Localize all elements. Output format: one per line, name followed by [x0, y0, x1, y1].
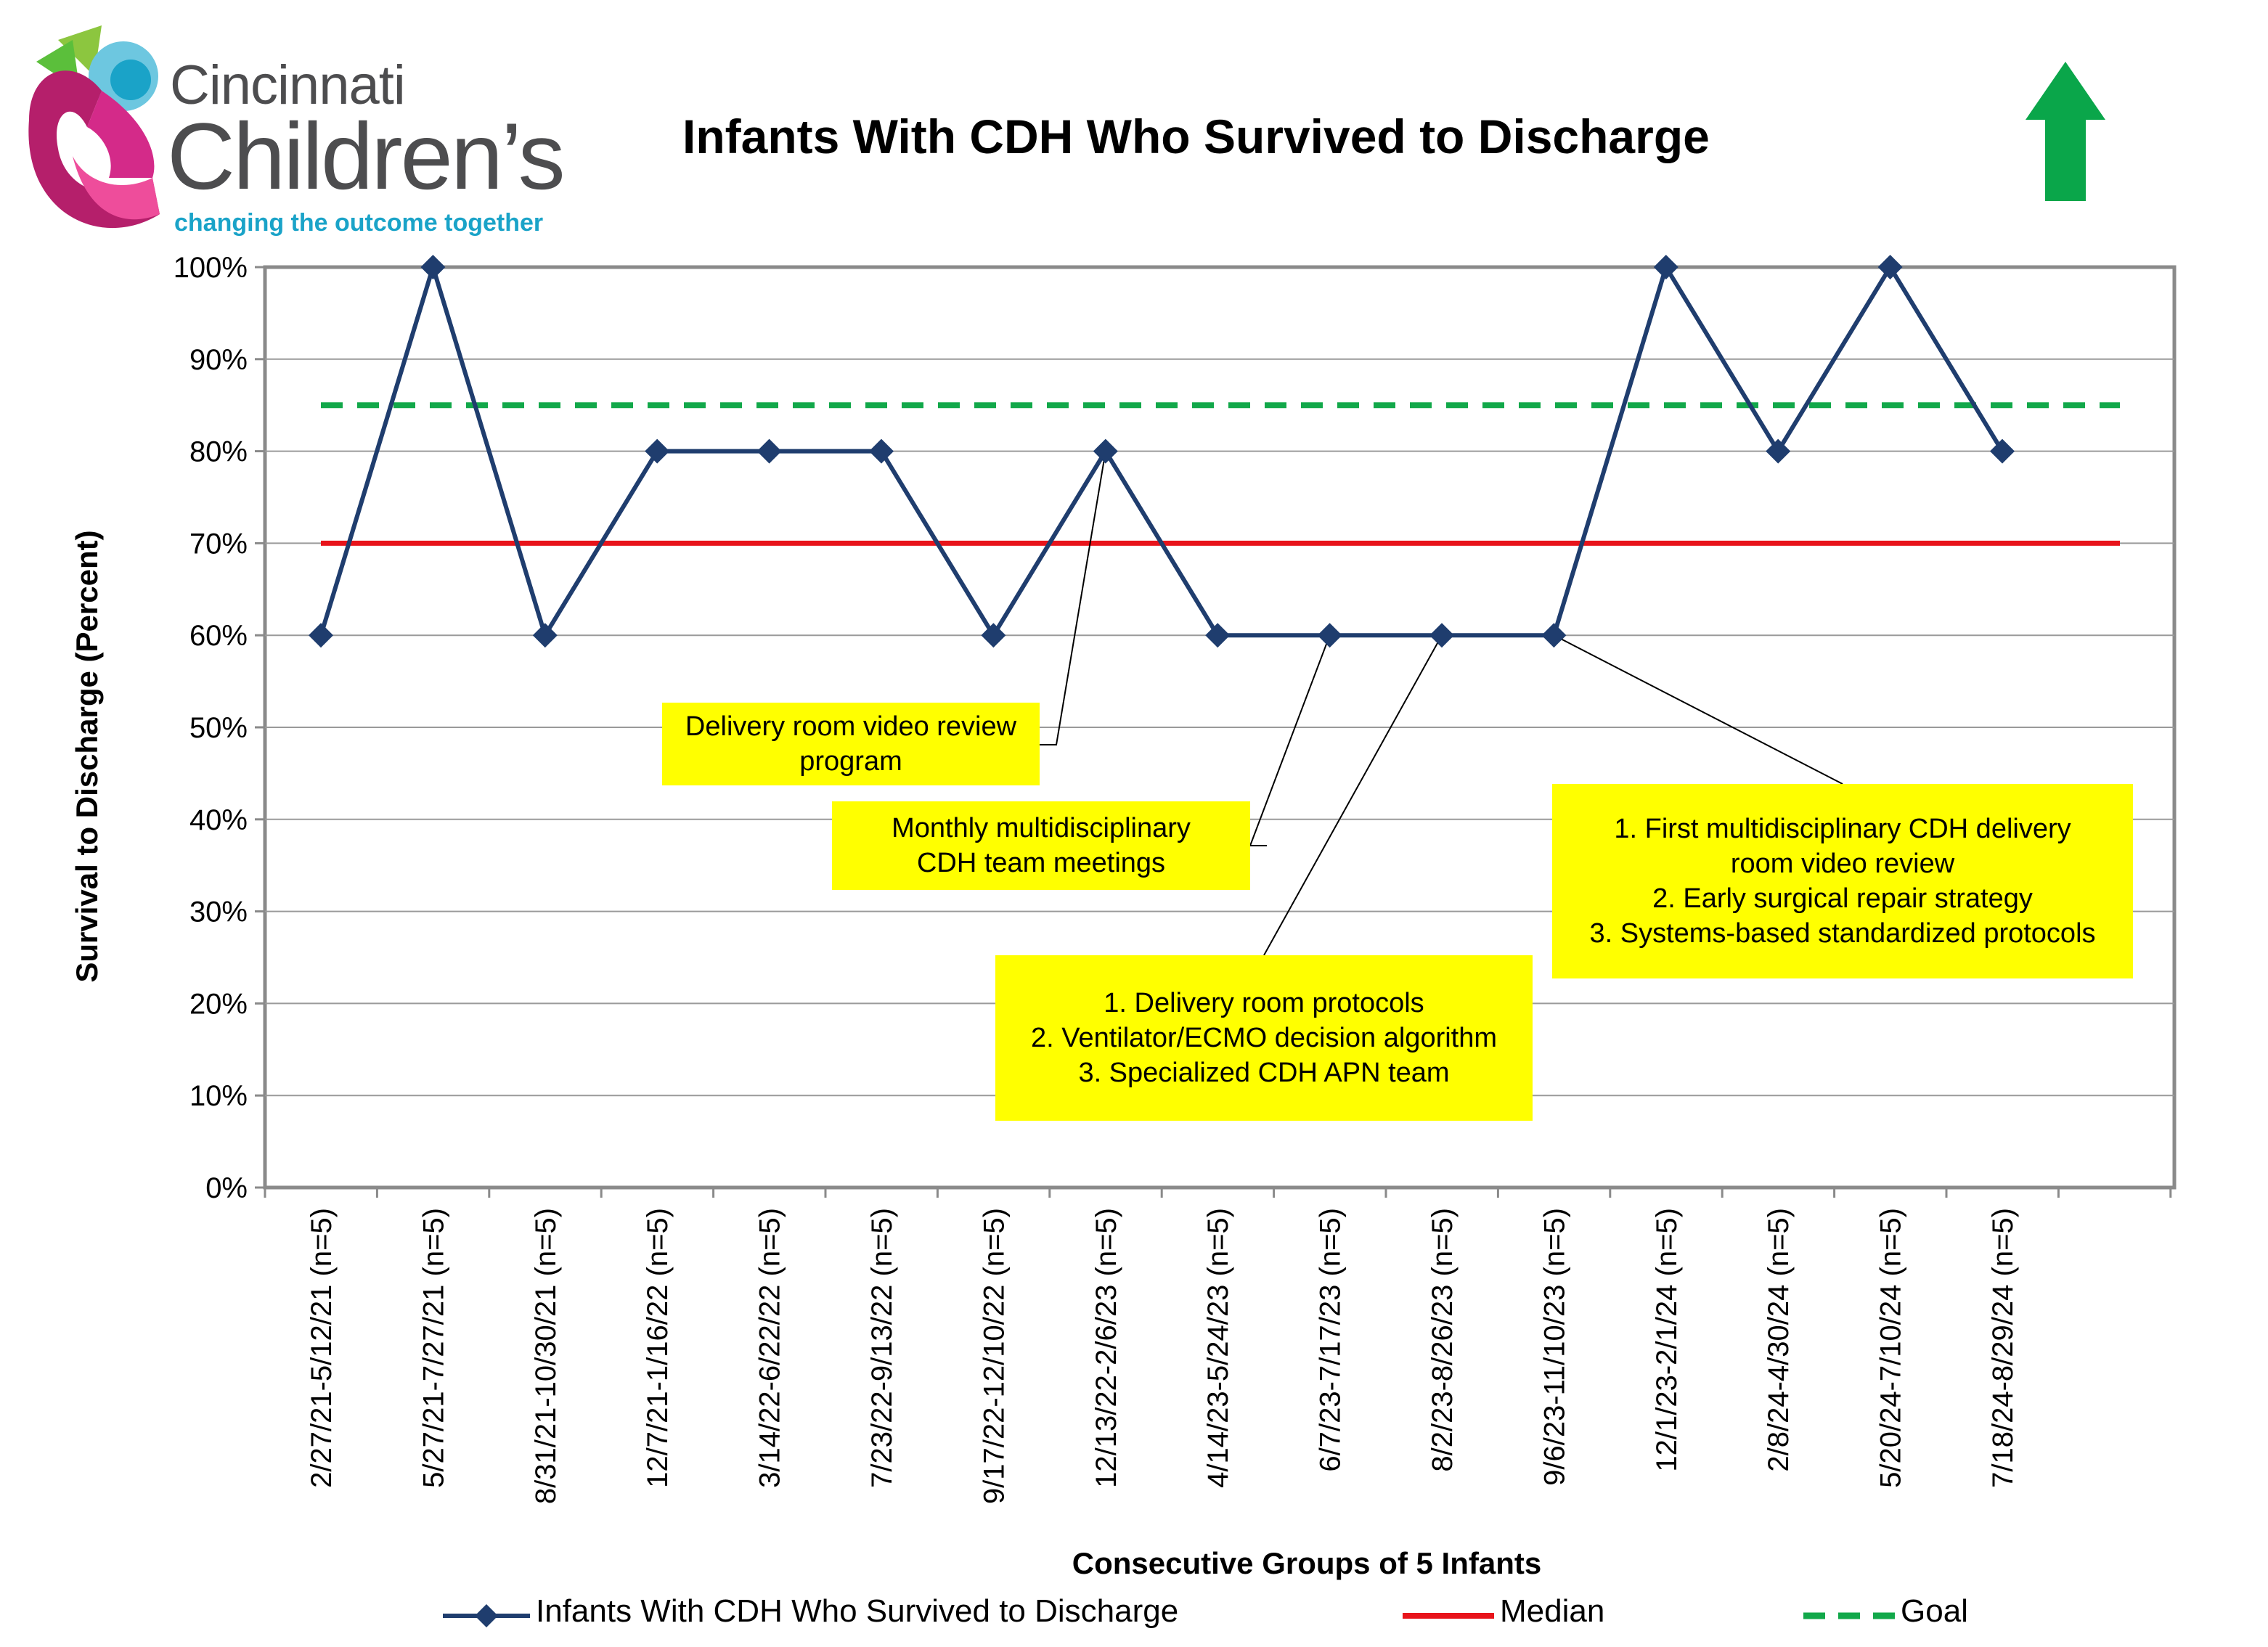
data-point-marker	[1653, 255, 1678, 279]
x-tick-label: 2/27/21-5/12/21 (n=5)	[306, 1208, 338, 1488]
data-point-marker	[1205, 623, 1231, 648]
x-tick-label: 9/6/23-11/10/23 (n=5)	[1538, 1208, 1570, 1486]
x-tick-label: 2/8/24-4/30/24 (n=5)	[1763, 1208, 1795, 1472]
y-tick-label: 50%	[189, 712, 248, 744]
y-tick-label: 10%	[189, 1080, 248, 1112]
data-point-marker	[309, 623, 333, 648]
data-point-marker	[1093, 438, 1118, 464]
legend-goal-swatch-icon	[1803, 1612, 1895, 1619]
annotation-protocols: 1. Delivery room protocols 2. Ventilator…	[995, 955, 1533, 1121]
annotation-leader-line	[1553, 634, 1843, 785]
y-tick-label: 80%	[189, 436, 248, 468]
annotation-video-review: Delivery room video review program	[662, 703, 1040, 785]
data-point-marker	[1317, 623, 1342, 648]
y-tick-label: 100%	[174, 252, 248, 284]
x-tick-label: 7/23/22-9/13/22 (n=5)	[866, 1208, 898, 1488]
data-point-marker	[1877, 255, 1903, 279]
x-tick-label: 8/31/21-10/30/21 (n=5)	[530, 1208, 562, 1504]
legend-goal-label: Goal	[1901, 1593, 1968, 1629]
logo-wordmark-line1: Cincinnati	[170, 54, 406, 116]
data-point-marker	[645, 438, 670, 464]
x-tick-label: 3/14/22-6/22/22 (n=5)	[754, 1208, 786, 1488]
data-point-marker	[532, 623, 558, 648]
data-point-marker	[1990, 438, 2015, 464]
data-point-marker	[756, 438, 782, 464]
legend-median-label: Median	[1500, 1593, 1605, 1629]
y-tick-label: 30%	[189, 896, 248, 928]
x-tick-label: 7/18/24-8/29/24 (n=5)	[1987, 1208, 2019, 1488]
cincinnati-childrens-logo-icon	[28, 25, 160, 229]
goal-direction-up-arrow-icon	[2026, 62, 2105, 201]
x-tick-label: 5/20/24-7/10/24 (n=5)	[1875, 1208, 1907, 1488]
x-axis-title: Consecutive Groups of 5 Infants	[1072, 1546, 1541, 1580]
x-tick-label: 12/1/23-2/1/24 (n=5)	[1651, 1208, 1683, 1472]
y-tick-label: 0%	[205, 1172, 248, 1204]
data-point-marker	[869, 438, 894, 464]
data-point-marker	[420, 255, 446, 279]
x-tick-label: 12/7/21-1/16/22 (n=5)	[642, 1208, 674, 1488]
y-tick-label: 60%	[189, 620, 248, 652]
x-tick-label: 4/14/23-5/24/23 (n=5)	[1202, 1208, 1234, 1488]
y-tick-label: 40%	[189, 804, 248, 836]
legend-median-swatch-icon	[1403, 1613, 1494, 1619]
y-tick-label: 20%	[189, 988, 248, 1020]
annotation-leader-line	[1040, 451, 1106, 745]
series-line	[319, 265, 2004, 638]
y-tick-label: 70%	[189, 528, 248, 560]
x-tick-label: 5/27/21-7/27/21 (n=5)	[417, 1208, 449, 1488]
x-tick-label: 8/2/23-8/26/23 (n=5)	[1427, 1208, 1459, 1472]
legend-series-swatch-icon	[443, 1604, 530, 1627]
y-axis-title: Survival to Discharge (Percent)	[70, 530, 104, 982]
x-tick-label: 6/7/23-7/17/23 (n=5)	[1315, 1208, 1347, 1472]
chart-title: Infants With CDH Who Survived to Dischar…	[682, 110, 1710, 163]
y-tick-label: 90%	[189, 344, 248, 376]
annotation-leader-line	[1263, 634, 1443, 956]
annotation-leader-line	[1249, 634, 1331, 846]
logo-wordmark-line2: Children’s	[167, 103, 566, 209]
annotation-team-meetings: Monthly multidisciplinary CDH team meeti…	[832, 801, 1250, 890]
data-point-marker	[981, 623, 1006, 648]
annotation-first-video-review: 1. First multidisciplinary CDH delivery …	[1552, 784, 2133, 978]
x-tick-label: 9/17/22-12/10/22 (n=5)	[978, 1208, 1010, 1504]
logo-tagline: changing the outcome together	[174, 209, 544, 237]
x-tick-label: 12/13/22-2/6/23 (n=5)	[1090, 1208, 1122, 1488]
legend-series-label: Infants With CDH Who Survived to Dischar…	[536, 1593, 1179, 1629]
data-point-marker	[1766, 438, 1791, 464]
data-point-marker	[1541, 623, 1567, 648]
data-point-marker	[1429, 623, 1454, 648]
